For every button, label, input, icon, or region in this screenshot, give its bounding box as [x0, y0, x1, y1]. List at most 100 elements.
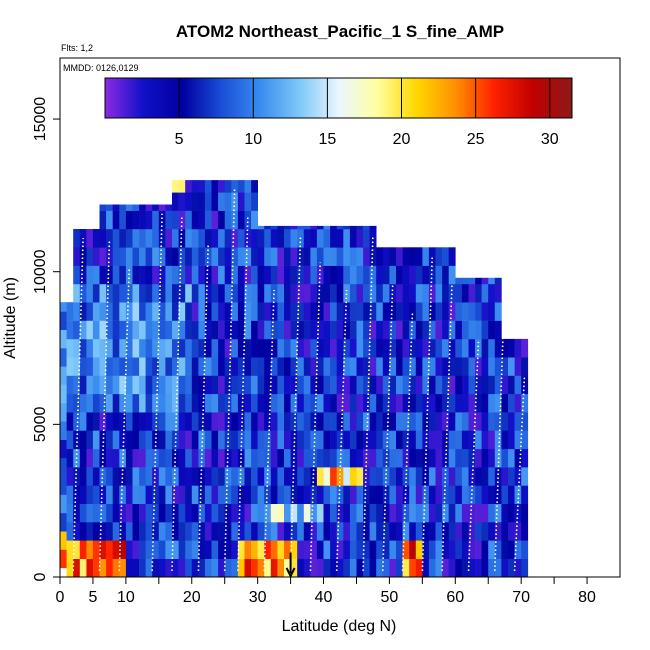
heatmap-cell — [191, 522, 199, 541]
heatmap-cell — [310, 302, 318, 321]
heatmap-cell — [99, 375, 107, 395]
heatmap-cell — [356, 412, 364, 431]
heatmap-cell — [204, 540, 212, 559]
heatmap-cell — [363, 357, 370, 376]
heatmap-cell — [310, 467, 318, 486]
heatmap-cell — [363, 540, 370, 559]
heatmap-cell — [198, 375, 206, 395]
heatmap-cell — [455, 412, 463, 431]
heatmap-cell — [330, 485, 337, 504]
heatmap-cell — [521, 338, 529, 358]
heatmap-cell — [145, 320, 153, 340]
heatmap-cell — [73, 485, 81, 504]
heatmap-cell — [363, 225, 370, 230]
heatmap-cell — [508, 503, 515, 523]
heatmap-cell — [336, 430, 344, 450]
heatmap-cell — [60, 531, 67, 550]
heatmap-cell — [165, 540, 173, 559]
heatmap-cell — [178, 467, 186, 486]
heatmap-cell — [356, 448, 364, 468]
heatmap-cell — [264, 430, 272, 450]
heatmap-cell — [86, 265, 94, 285]
heatmap-cell — [204, 430, 212, 450]
heatmap-cell — [251, 393, 258, 413]
heatmap-cell — [231, 265, 239, 285]
heatmap-cell — [191, 338, 199, 358]
heatmap-cell — [73, 393, 81, 413]
heatmap-cell — [396, 558, 403, 578]
heatmap-cell — [428, 467, 436, 486]
heatmap-cell — [310, 412, 318, 431]
heatmap-cell — [99, 558, 107, 578]
heatmap-cell — [191, 229, 199, 248]
heatmap-cell — [475, 277, 482, 285]
colorbar-tick-label: 25 — [467, 131, 485, 148]
heatmap-cell — [349, 522, 357, 541]
heatmap-cell — [152, 265, 160, 285]
heatmap-cell — [99, 204, 107, 211]
heatmap-cell — [224, 375, 232, 395]
heatmap-cell — [382, 558, 390, 578]
heatmap-cell — [178, 485, 186, 504]
colorbar-tick-label: 10 — [244, 131, 262, 148]
heatmap-cell — [119, 338, 127, 358]
heatmap-cell — [270, 448, 278, 468]
heatmap-cell — [66, 393, 74, 413]
heatmap-cell — [86, 302, 94, 321]
heatmap-cell — [284, 467, 291, 486]
heatmap-cell — [330, 320, 337, 340]
heatmap-cell — [172, 393, 179, 413]
heatmap-cell — [191, 503, 199, 523]
heatmap-cell — [396, 485, 403, 504]
heatmap-cell — [145, 247, 153, 266]
heatmap-cell — [442, 283, 449, 303]
heatmap-cell — [218, 430, 225, 450]
chart-title: ATOM2 Northeast_Pacific_1 S_fine_AMP — [176, 22, 504, 41]
heatmap-cell — [178, 247, 186, 266]
heatmap-cell — [297, 247, 305, 266]
heatmap-cell — [73, 522, 81, 541]
heatmap-cell — [448, 357, 456, 376]
heatmap-cell — [237, 265, 245, 285]
heatmap-cell — [145, 357, 153, 376]
heatmap-cell — [409, 412, 417, 431]
heatmap-cell — [363, 247, 370, 266]
heatmap-cell — [343, 467, 351, 486]
heatmap-cell — [198, 485, 206, 504]
heatmap-cell — [514, 467, 522, 486]
heatmap-cell — [382, 503, 390, 523]
heatmap-cell — [277, 247, 285, 266]
heatmap-cell — [251, 375, 258, 395]
heatmap-cell — [521, 540, 529, 559]
heatmap-cell — [277, 522, 285, 541]
heatmap-cell — [264, 320, 272, 340]
heatmap-cell — [356, 522, 364, 541]
heatmap-cell — [428, 412, 436, 431]
heatmap-cell — [165, 375, 173, 395]
heatmap-cell — [396, 430, 403, 450]
heatmap-cell — [204, 192, 212, 211]
heatmap-cell — [461, 375, 469, 395]
heatmap-cell — [435, 302, 443, 321]
heatmap-cell — [389, 283, 397, 303]
heatmap-cell — [106, 338, 113, 358]
heatmap-cell — [191, 412, 199, 431]
heatmap-cell — [178, 503, 186, 523]
heatmap-cell — [231, 412, 239, 431]
heatmap-cell — [488, 357, 496, 376]
heatmap-cell — [172, 467, 179, 486]
heatmap-cell — [125, 412, 133, 431]
heatmap-cell — [369, 540, 377, 559]
heatmap-cell — [211, 192, 219, 211]
heatmap-cell — [218, 192, 225, 211]
heatmap-cell — [382, 522, 390, 541]
heatmap-cell — [244, 320, 252, 340]
heatmap-cell — [514, 338, 522, 358]
heatmap-cell — [508, 540, 515, 559]
heatmap-cell — [60, 494, 67, 514]
heatmap-cell — [185, 430, 193, 450]
heatmap-cell — [369, 467, 377, 486]
heatmap-cell — [251, 467, 258, 486]
heatmap-cell — [270, 485, 278, 504]
heatmap-cell — [270, 540, 278, 559]
